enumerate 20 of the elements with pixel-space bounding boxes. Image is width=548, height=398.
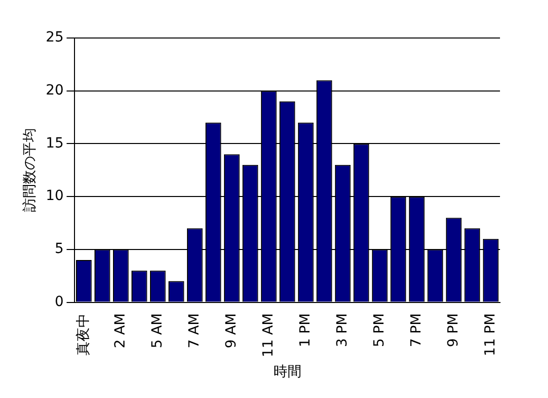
x-tick-label: 9 PM [445,313,462,348]
y-tick-label: 5 [54,241,64,258]
x-tick-label: 11 AM [260,313,276,358]
y-tick-label: 15 [46,135,64,152]
y-tick-label: 10 [46,188,64,204]
y-axis-title: 訪問数の平均 [22,128,38,212]
x-tick-label: 9 AM [223,313,240,348]
x-tick-label: 5 AM [149,313,166,348]
x-tick-label: 真夜中 [76,313,92,356]
x-tick-label: 1 PM [297,313,314,348]
x-tick-label: 3 PM [334,313,350,348]
y-tick-label: 20 [46,82,64,98]
x-tick-label: 5 PM [371,313,388,348]
y-tick-label: 0 [54,294,64,310]
x-tick-label: 7 PM [408,313,424,348]
x-tick-label: 7 AM [186,313,202,348]
x-axis-title: 時間 [273,364,302,380]
y-tick-label: 25 [46,30,64,46]
x-tick-label: 2 AM [112,313,128,348]
x-tick-label: 11 PM [482,313,498,356]
